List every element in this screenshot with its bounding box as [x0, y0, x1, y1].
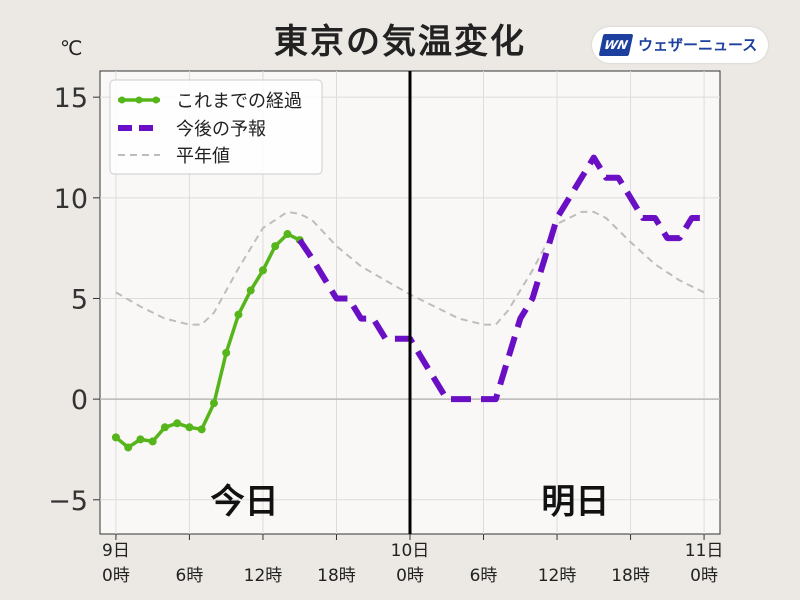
- y-tick-label-3: 10: [54, 184, 88, 215]
- x-tick-day-label-0: 9日: [102, 541, 130, 561]
- x-axis-ticks: 9日 0時 6時 12時 18時 10日 0時 6時 12時 18時 11日 0時: [102, 534, 723, 586]
- y-tick-label-1: 0: [71, 385, 88, 416]
- x-tick-hour-label-3: 18時: [317, 566, 356, 586]
- data-point-0-11: [246, 286, 255, 295]
- y-axis-unit: ℃: [60, 36, 83, 60]
- x-tick-day-label-8: 11日: [685, 541, 724, 561]
- data-point-0-12: [258, 266, 267, 275]
- legend-label-0: これまでの経過: [176, 91, 302, 112]
- day-label-0: 今日: [211, 482, 279, 522]
- x-tick-hour-label-6: 12時: [538, 566, 577, 586]
- y-tick-label-0: −5: [48, 486, 88, 517]
- series-line-1: [297, 154, 705, 403]
- legend-box: [109, 79, 323, 175]
- x-tick-hour-label-2: 12時: [244, 566, 283, 586]
- day-labels: 今日 明日: [211, 482, 610, 522]
- data-point-0-3: [148, 437, 157, 446]
- y-tick-label-2: 5: [71, 284, 88, 315]
- x-tick-hour-label-5: 6時: [470, 566, 498, 586]
- data-point-0-4: [160, 423, 169, 432]
- data-point-0-5: [173, 419, 182, 428]
- chart-title: 東京の気温変化: [274, 22, 526, 62]
- legend-marker-0-a: [118, 96, 126, 104]
- logo-text: ウェザーニュース: [638, 36, 758, 54]
- data-point-0-1: [124, 443, 133, 452]
- legend-label-2: 平年値: [176, 146, 230, 167]
- x-tick-hour-label-4: 0時: [396, 566, 424, 586]
- data-point-0-6: [185, 423, 194, 432]
- x-tick-hour-label-0: 0時: [102, 566, 130, 586]
- data-point-0-13: [271, 242, 280, 251]
- legend-marker-0-b: [135, 96, 143, 104]
- legend-marker-0-c: [152, 96, 160, 104]
- data-point-0-8: [209, 399, 218, 408]
- data-point-0-9: [222, 348, 231, 357]
- day-label-1: 明日: [541, 482, 609, 522]
- data-point-0-7: [197, 425, 206, 434]
- x-tick-hour-label-1: 6時: [176, 566, 204, 586]
- weathernews-logo[interactable]: WN ウェザーニュース: [592, 27, 768, 63]
- x-tick-hour-label-7: 18時: [611, 566, 650, 586]
- data-point-0-2: [136, 435, 145, 444]
- x-tick-hour-label-8: 0時: [690, 566, 718, 586]
- data-point-0-14: [283, 230, 292, 239]
- data-point-0-10: [234, 310, 243, 319]
- y-tick-label-4: 15: [54, 83, 88, 114]
- x-tick-day-label-4: 10日: [391, 541, 430, 561]
- data-point-0-0: [111, 433, 120, 442]
- legend-label-1: 今後の予報: [176, 119, 266, 140]
- series-line-0: [114, 232, 301, 450]
- y-axis-ticks: −5 0 5 10 15: [48, 83, 100, 517]
